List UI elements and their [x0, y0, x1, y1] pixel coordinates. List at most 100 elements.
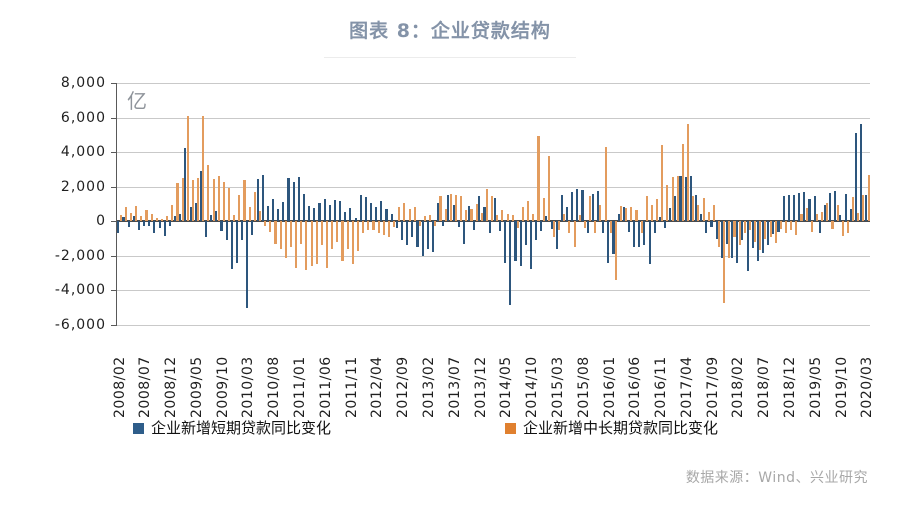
- gridline: [117, 290, 870, 292]
- bar-short-term: [349, 208, 352, 222]
- bar-short-term: [282, 202, 285, 222]
- x-tick-label: 2013/02: [421, 356, 437, 418]
- bar-medium-long-term: [470, 209, 473, 222]
- bar-medium-long-term: [635, 210, 638, 222]
- bar-short-term: [153, 221, 156, 234]
- y-tick-mark: [111, 83, 117, 84]
- bar-short-term: [493, 197, 496, 222]
- bar-medium-long-term: [264, 221, 267, 227]
- bar-medium-long-term: [140, 216, 143, 222]
- y-tick-label: -6,000: [54, 317, 106, 333]
- bar-medium-long-term: [692, 196, 695, 222]
- bar-short-term: [663, 221, 667, 229]
- bar-medium-long-term: [356, 221, 360, 251]
- bar-short-term: [524, 221, 527, 246]
- x-tick-label: 2008/02: [111, 356, 128, 418]
- x-tick-label: 2011/06: [317, 356, 334, 418]
- bar-short-term: [308, 205, 311, 222]
- bar-medium-long-term: [181, 178, 184, 222]
- bar-medium-long-term: [300, 221, 303, 244]
- bar-short-term: [498, 221, 502, 231]
- bar-short-term: [829, 192, 832, 222]
- y-tick-mark: [111, 290, 117, 292]
- bar-medium-long-term: [547, 155, 550, 222]
- gridline: [117, 255, 870, 257]
- bar-medium-long-term: [465, 210, 468, 222]
- bar-short-term: [741, 221, 744, 241]
- bar-medium-long-term: [764, 221, 767, 239]
- bar-medium-long-term: [826, 203, 829, 222]
- bar-short-term: [339, 200, 342, 222]
- gridline: [117, 117, 870, 119]
- bar-medium-long-term: [331, 221, 334, 249]
- bar-medium-long-term: [867, 174, 870, 222]
- bar-short-term: [411, 221, 414, 237]
- y-tick-mark: [111, 255, 117, 257]
- bar-medium-long-term: [207, 165, 210, 222]
- bar-medium-long-term: [656, 198, 659, 222]
- bar-medium-long-term: [191, 179, 194, 222]
- y-tick-mark: [111, 221, 117, 223]
- x-axis: 2008/02 2008/07 2008/12 2009/05 2009/10 2010/…: [112, 330, 876, 422]
- bar-short-term: [375, 206, 378, 222]
- y-tick-label: 0: [96, 213, 106, 230]
- bar-short-term: [297, 177, 300, 222]
- x-tick-label: 2009/10: [214, 356, 231, 418]
- bar-medium-long-term: [160, 218, 164, 222]
- bar-medium-long-term: [630, 206, 633, 222]
- bar-short-term: [457, 221, 460, 228]
- bar-short-term: [416, 221, 419, 248]
- bar-medium-long-term: [501, 210, 504, 222]
- bar-short-term: [241, 221, 244, 241]
- bar-short-term: [488, 221, 491, 234]
- bar-short-term: [127, 221, 130, 228]
- bar-short-term: [658, 216, 661, 222]
- bar-medium-long-term: [418, 221, 421, 227]
- bar-short-term: [761, 221, 765, 254]
- bar-short-term: [318, 203, 321, 222]
- bar-short-term: [669, 208, 672, 222]
- bar-medium-long-term: [640, 221, 643, 234]
- bar-medium-long-term: [604, 146, 607, 222]
- legend-swatch-medium-long-term-icon: [505, 423, 516, 434]
- x-tick-label: 2014/05: [498, 356, 515, 418]
- bar-short-term: [844, 193, 847, 222]
- bar-short-term: [555, 221, 558, 249]
- bar-medium-long-term: [687, 124, 690, 222]
- bar-short-term: [823, 204, 826, 222]
- y-tick-label: -4,000: [54, 282, 106, 299]
- bar-medium-long-term: [589, 196, 592, 222]
- bar-short-term: [287, 178, 290, 222]
- bar-medium-long-term: [171, 204, 174, 222]
- x-tick-label: 2012/04: [369, 356, 386, 418]
- bar-short-term: [550, 221, 553, 230]
- bar-short-term: [818, 221, 821, 234]
- bar-short-term: [622, 207, 625, 222]
- bar-short-term: [576, 189, 579, 222]
- bar-short-term: [865, 195, 868, 222]
- bar-short-term: [442, 221, 445, 227]
- x-tick-label: 2014/10: [524, 356, 541, 418]
- bar-medium-long-term: [248, 207, 251, 222]
- bar-medium-long-term: [305, 221, 308, 270]
- bar-medium-long-term: [527, 200, 530, 222]
- bar-medium-long-term: [769, 221, 772, 237]
- bar-short-term: [596, 191, 600, 222]
- bar-medium-long-term: [717, 221, 721, 248]
- bar-short-term: [813, 196, 816, 222]
- bar-medium-long-term: [754, 221, 757, 243]
- bar-short-term: [854, 133, 857, 222]
- bar-medium-long-term: [759, 221, 762, 250]
- bar-short-term: [694, 195, 698, 222]
- x-tick-label: 2018/02: [730, 356, 747, 418]
- bar-short-term: [560, 195, 563, 222]
- bar-medium-long-term: [315, 221, 318, 265]
- x-tick-label: 2011/11: [343, 356, 360, 418]
- bar-medium-long-term: [795, 221, 798, 236]
- bar-medium-long-term: [238, 195, 241, 222]
- gridline: [117, 186, 870, 188]
- bar-medium-long-term: [614, 221, 617, 281]
- legend-label-short-term: 企业新增短期贷款同比变化: [151, 419, 332, 437]
- bar-medium-long-term: [836, 204, 839, 222]
- bar-medium-long-term: [573, 221, 576, 248]
